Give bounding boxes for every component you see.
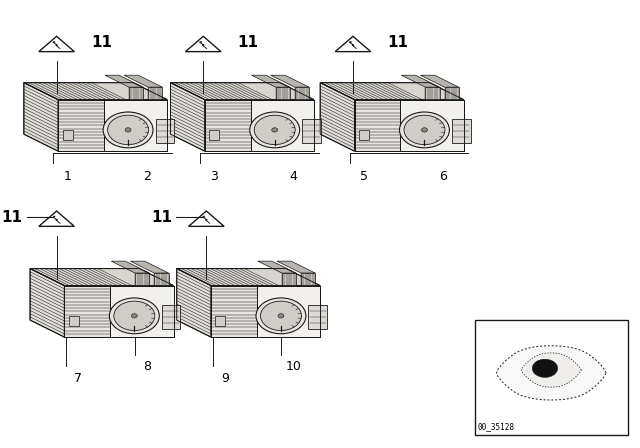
Polygon shape	[258, 261, 296, 273]
Circle shape	[108, 115, 148, 145]
Circle shape	[422, 128, 428, 132]
Circle shape	[200, 41, 202, 43]
Polygon shape	[111, 261, 149, 273]
Circle shape	[114, 301, 155, 331]
Polygon shape	[522, 353, 581, 387]
Circle shape	[203, 216, 205, 217]
Polygon shape	[177, 269, 211, 337]
Circle shape	[404, 115, 445, 145]
Polygon shape	[24, 83, 58, 151]
Circle shape	[254, 115, 295, 145]
Text: 11: 11	[91, 35, 112, 50]
Polygon shape	[135, 273, 149, 286]
Polygon shape	[205, 100, 251, 151]
Circle shape	[278, 314, 284, 318]
FancyBboxPatch shape	[216, 316, 225, 326]
Text: 1: 1	[64, 171, 72, 184]
Text: 8: 8	[143, 359, 151, 373]
Circle shape	[109, 298, 159, 334]
Polygon shape	[277, 261, 316, 273]
Polygon shape	[355, 100, 401, 151]
Polygon shape	[271, 75, 309, 87]
Circle shape	[53, 216, 55, 217]
Polygon shape	[124, 75, 163, 87]
Circle shape	[399, 112, 449, 148]
FancyBboxPatch shape	[162, 305, 180, 329]
Polygon shape	[401, 100, 464, 151]
Polygon shape	[401, 75, 440, 87]
Text: 11: 11	[387, 35, 408, 50]
Text: 9: 9	[221, 372, 229, 385]
Circle shape	[256, 298, 306, 334]
Text: 00_35128: 00_35128	[478, 422, 515, 431]
Polygon shape	[426, 87, 440, 100]
FancyBboxPatch shape	[156, 119, 174, 143]
Text: 3: 3	[211, 171, 218, 184]
Polygon shape	[445, 87, 459, 100]
Circle shape	[272, 128, 278, 132]
Circle shape	[532, 359, 557, 377]
Polygon shape	[211, 286, 257, 337]
Polygon shape	[129, 87, 143, 100]
Polygon shape	[39, 36, 74, 52]
Text: 11: 11	[237, 35, 259, 50]
Circle shape	[250, 112, 300, 148]
Polygon shape	[30, 269, 65, 337]
Polygon shape	[104, 100, 167, 151]
FancyBboxPatch shape	[63, 130, 72, 140]
Polygon shape	[295, 87, 309, 100]
Polygon shape	[39, 211, 74, 226]
Polygon shape	[170, 83, 205, 151]
Polygon shape	[186, 36, 221, 52]
Polygon shape	[24, 83, 167, 100]
Circle shape	[125, 128, 131, 132]
Polygon shape	[282, 273, 296, 286]
Polygon shape	[105, 75, 143, 87]
Polygon shape	[320, 83, 355, 151]
Circle shape	[131, 314, 138, 318]
Polygon shape	[320, 83, 464, 100]
FancyBboxPatch shape	[68, 316, 79, 326]
Circle shape	[103, 112, 153, 148]
Polygon shape	[148, 87, 163, 100]
Polygon shape	[497, 346, 606, 400]
Text: 11: 11	[1, 210, 22, 225]
Polygon shape	[30, 269, 173, 286]
Polygon shape	[170, 83, 314, 100]
Circle shape	[53, 41, 55, 43]
Circle shape	[349, 41, 351, 43]
Polygon shape	[251, 100, 314, 151]
Polygon shape	[276, 87, 290, 100]
FancyBboxPatch shape	[475, 320, 628, 435]
Text: 7: 7	[74, 372, 83, 385]
Polygon shape	[110, 286, 173, 337]
Text: 4: 4	[290, 171, 298, 184]
Polygon shape	[252, 75, 290, 87]
Polygon shape	[335, 36, 371, 52]
Polygon shape	[177, 269, 320, 286]
FancyBboxPatch shape	[452, 119, 470, 143]
FancyBboxPatch shape	[359, 130, 369, 140]
Polygon shape	[301, 273, 316, 286]
Text: 5: 5	[360, 171, 368, 184]
Text: 10: 10	[286, 359, 301, 373]
Polygon shape	[131, 261, 168, 273]
FancyBboxPatch shape	[308, 305, 327, 329]
Text: 6: 6	[440, 171, 447, 184]
Polygon shape	[58, 100, 104, 151]
Polygon shape	[420, 75, 459, 87]
Text: 2: 2	[143, 171, 151, 184]
FancyBboxPatch shape	[302, 119, 321, 143]
Text: 11: 11	[151, 210, 172, 225]
Polygon shape	[154, 273, 168, 286]
FancyBboxPatch shape	[209, 130, 219, 140]
Polygon shape	[189, 211, 224, 226]
Polygon shape	[65, 286, 110, 337]
Circle shape	[260, 301, 301, 331]
Polygon shape	[257, 286, 320, 337]
